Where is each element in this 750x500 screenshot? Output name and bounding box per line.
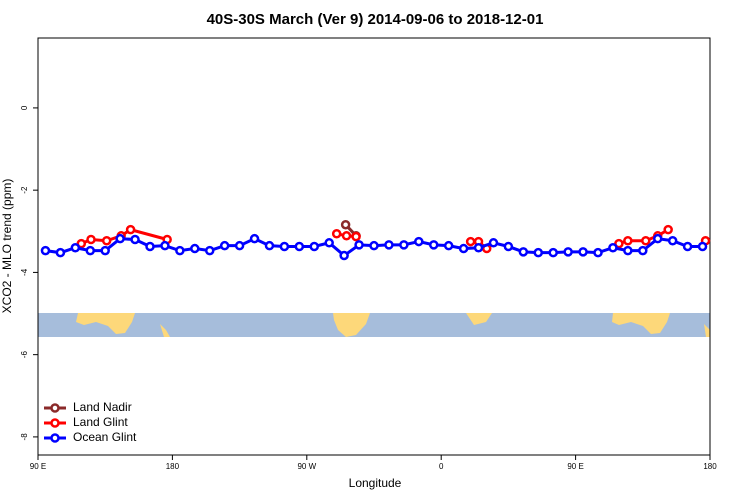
data-point xyxy=(443,240,454,251)
plot-frame xyxy=(37,37,711,456)
data-point xyxy=(399,240,409,250)
data-point xyxy=(309,241,320,252)
data-point xyxy=(341,231,352,241)
data-point xyxy=(76,238,87,249)
x-tick-label: 90 E xyxy=(567,462,583,471)
data-point xyxy=(608,242,618,253)
data-point xyxy=(249,233,260,244)
data-point xyxy=(264,240,275,251)
chart-title: 40S-30S March (Ver 9) 2014-09-06 to 2018… xyxy=(207,11,544,28)
data-point xyxy=(369,240,379,251)
data-point xyxy=(190,243,200,254)
data-point xyxy=(384,240,394,250)
x-axis-label: Longitude xyxy=(349,476,402,490)
data-point xyxy=(641,235,651,246)
x-tick-label: 90 W xyxy=(297,462,316,471)
data-point xyxy=(697,241,708,252)
x-tick-label: 180 xyxy=(703,462,717,471)
data-point xyxy=(488,238,499,248)
data-point xyxy=(40,245,51,256)
y-tick-label: -6 xyxy=(20,351,29,359)
data-point xyxy=(623,245,633,256)
data-point xyxy=(160,240,170,251)
x-tick-label: 180 xyxy=(166,462,180,471)
y-tick-label: -8 xyxy=(20,433,29,441)
data-point xyxy=(518,247,529,257)
data-point xyxy=(339,250,349,261)
data-point xyxy=(351,231,361,242)
data-point xyxy=(428,240,439,250)
data-point xyxy=(465,236,476,247)
data-point xyxy=(324,238,334,248)
y-tick-label: 0 xyxy=(20,105,29,110)
data-point xyxy=(85,245,96,256)
data-point xyxy=(578,247,588,257)
data-point xyxy=(533,247,544,258)
y-tick-label: -2 xyxy=(20,186,29,194)
data-point xyxy=(663,224,673,235)
data-point xyxy=(115,233,125,244)
data-point xyxy=(125,224,136,235)
data-point xyxy=(331,229,342,239)
data-point xyxy=(294,241,305,252)
legend-label: Land Nadir xyxy=(73,400,132,414)
data-point xyxy=(667,235,678,246)
data-point xyxy=(340,219,351,230)
map-strip xyxy=(38,313,710,337)
data-point xyxy=(175,245,185,256)
legend-marker xyxy=(50,433,60,443)
data-point xyxy=(130,234,140,245)
data-point xyxy=(473,242,484,253)
data-point xyxy=(55,247,66,258)
y-tick-label: -4 xyxy=(20,268,29,276)
data-point xyxy=(623,235,633,246)
data-point xyxy=(204,245,215,256)
x-tick-label: 90 E xyxy=(30,462,46,471)
data-point xyxy=(548,247,558,258)
data-point xyxy=(145,241,155,252)
data-point xyxy=(279,241,290,252)
data-point xyxy=(563,247,573,257)
data-point xyxy=(100,245,110,256)
data-point xyxy=(682,241,693,252)
data-point xyxy=(234,240,245,251)
data-point xyxy=(219,240,230,251)
legend-marker xyxy=(50,418,60,428)
data-point xyxy=(101,235,112,246)
legend-label: Land Glint xyxy=(73,415,128,429)
data-point xyxy=(614,238,624,249)
data-point xyxy=(652,233,663,244)
data-point xyxy=(70,242,81,253)
data-point xyxy=(414,236,424,247)
x-tick-label: 0 xyxy=(439,462,444,471)
data-point xyxy=(458,243,469,254)
legend-label: Ocean Glint xyxy=(73,430,137,444)
data-point xyxy=(593,247,603,258)
data-point xyxy=(86,234,96,245)
data-point xyxy=(503,241,514,252)
legend-marker xyxy=(50,403,60,413)
y-axis-label: XCO2 - MLO trend (ppm) xyxy=(0,179,14,314)
data-point xyxy=(638,245,648,256)
data-point xyxy=(354,240,364,250)
